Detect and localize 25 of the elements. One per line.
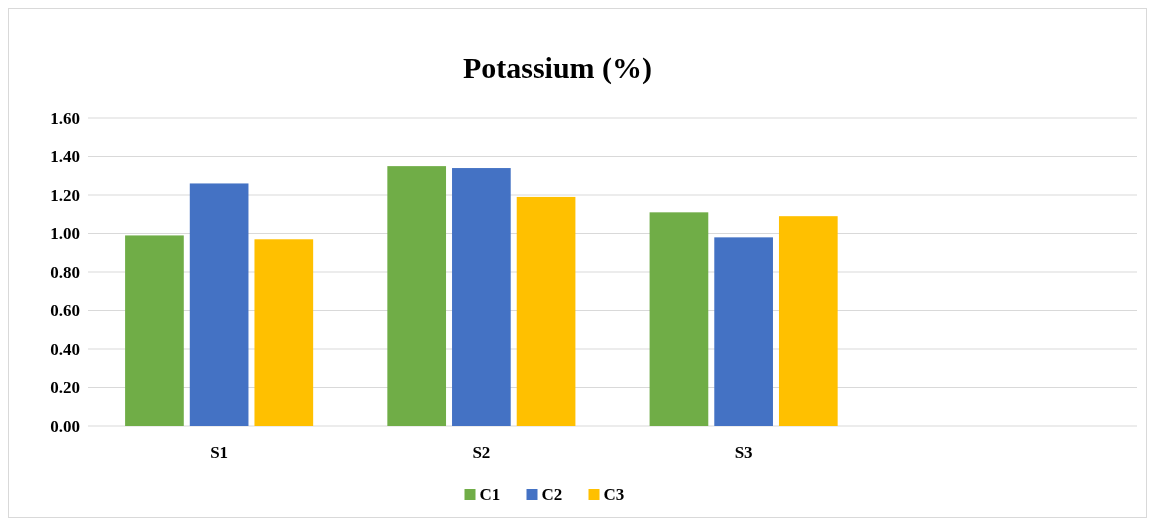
y-tick-label: 1.60: [50, 108, 80, 128]
y-tick-label: 1.40: [50, 147, 80, 167]
legend-label: C1: [479, 485, 501, 504]
y-tick-label: 0.40: [50, 339, 80, 359]
x-tick-label: S2: [472, 443, 491, 462]
bar: [516, 196, 576, 426]
y-tick-label: 1.20: [50, 185, 80, 205]
bar: [254, 239, 314, 426]
legend-label: C3: [603, 485, 625, 504]
y-tick-label: 0.00: [50, 416, 80, 436]
bar: [189, 183, 249, 426]
x-tick-label: S3: [734, 443, 753, 462]
bar: [778, 216, 838, 426]
bar: [649, 212, 709, 426]
bar: [125, 235, 184, 426]
y-tick-label: 0.20: [50, 378, 80, 398]
y-tick-label: 1.00: [50, 224, 80, 244]
bar: [452, 168, 511, 426]
y-tick-label: 0.60: [50, 301, 80, 321]
legend-label: C2: [541, 485, 563, 504]
bar: [714, 237, 773, 426]
chart-title: Potassium (%): [462, 51, 653, 85]
bar: [387, 166, 447, 426]
x-tick-label: S1: [210, 443, 229, 462]
y-tick-label: 0.80: [50, 262, 80, 282]
